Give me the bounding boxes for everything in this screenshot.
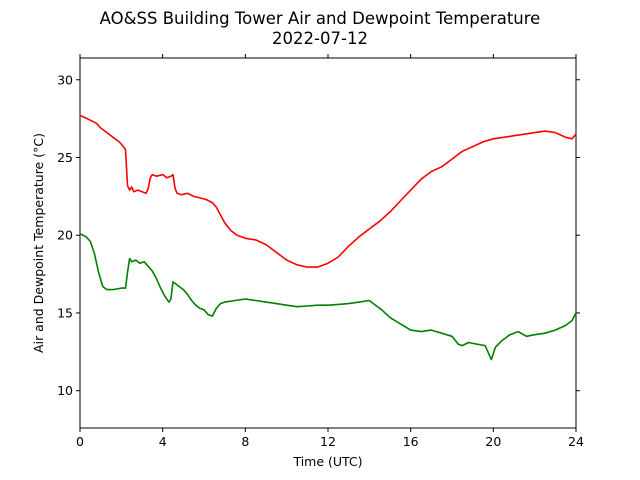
x-tick-label: 0 [76, 434, 84, 449]
x-tick-label: 16 [403, 434, 419, 449]
ticks-layer: 0 4 8 12 16 20 24 10 15 20 25 30 [57, 54, 584, 449]
series-layer [79, 114, 577, 361]
y-tick-label: 30 [57, 72, 73, 87]
x-tick-label: 20 [485, 434, 501, 449]
x-tick-label: 4 [159, 434, 167, 449]
chart-title: AO&SS Building Tower Air and Dewpoint Te… [100, 9, 541, 28]
air-temperature-line [79, 114, 577, 268]
y-tick-label: 20 [57, 228, 73, 243]
x-tick-label: 8 [241, 434, 249, 449]
x-tick-label: 24 [568, 434, 584, 449]
y-tick-label: 10 [57, 383, 73, 398]
x-tick-label: 12 [320, 434, 336, 449]
dewpoint-temperature-line [79, 232, 577, 361]
y-tick-label: 25 [57, 150, 73, 165]
y-axis-label: Air and Dewpoint Temperature (°C) [31, 133, 46, 353]
y-tick-label: 15 [57, 305, 73, 320]
plot-area [79, 57, 577, 429]
x-axis-label: Time (UTC) [292, 454, 362, 469]
chart-subtitle: 2022-07-12 [272, 29, 368, 48]
